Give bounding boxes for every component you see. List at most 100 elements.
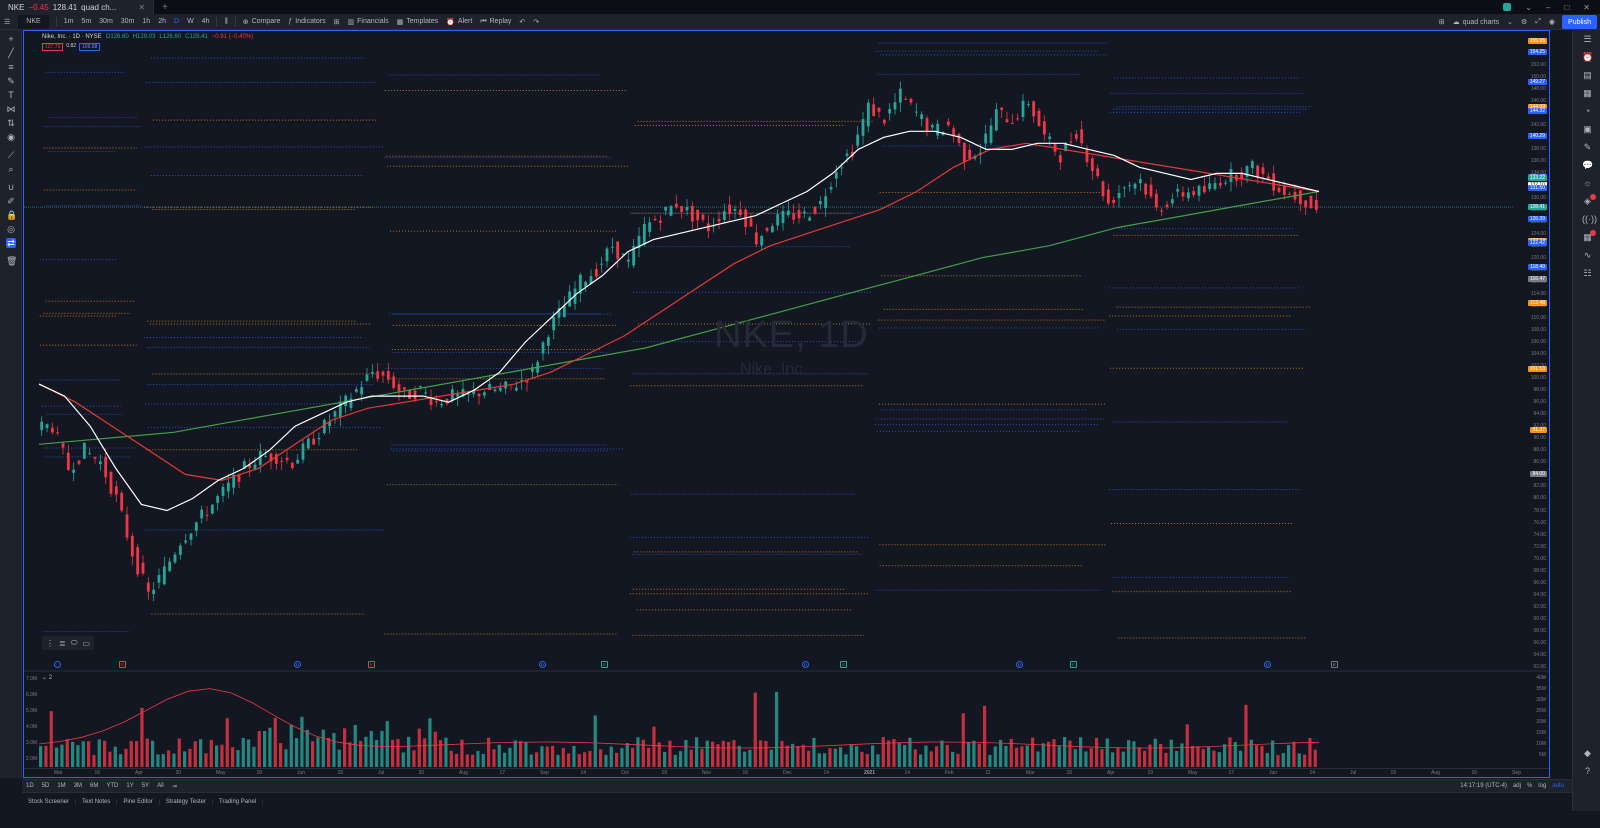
range-ytd[interactable]: YTD: [106, 783, 119, 789]
data-window-icon[interactable]: ▦: [1583, 88, 1592, 98]
settings-icon[interactable]: ⚙: [1521, 19, 1528, 26]
clock[interactable]: 14:17:19 (UTC-4): [1460, 783, 1507, 789]
drag-handle-icon[interactable]: ⋮: [46, 638, 54, 648]
chat-icon[interactable]: 💬: [1582, 160, 1594, 170]
interval-1m[interactable]: 1m: [63, 18, 74, 25]
interval-30m-b[interactable]: 30m: [120, 18, 135, 25]
interval-5m[interactable]: 5m: [81, 18, 92, 25]
range-1m[interactable]: 1M: [57, 783, 66, 789]
price-chart[interactable]: ⌄ 2: [24, 31, 1550, 778]
adj-toggle[interactable]: adj: [1512, 783, 1521, 789]
visibility-icon[interactable]: ◎: [7, 224, 15, 234]
indicator-menu-icon[interactable]: ⊞: [333, 18, 340, 26]
indicator-value-1[interactable]: 127.79: [42, 43, 64, 51]
trash-icon[interactable]: 🗑: [6, 256, 18, 266]
interval-2h[interactable]: 2h: [158, 18, 166, 25]
news-icon[interactable]: ▤: [1583, 70, 1592, 80]
compare-button[interactable]: ⊕ Compare: [242, 18, 281, 26]
tab-pine-editor[interactable]: Pine Editor: [117, 799, 160, 805]
layers-icon[interactable]: ◆: [1584, 748, 1591, 758]
lock-icon[interactable]: 🔒: [6, 210, 18, 220]
crosshair-icon[interactable]: +: [8, 34, 14, 44]
range-1d[interactable]: 1D: [26, 783, 34, 789]
range-5y[interactable]: 5Y: [141, 783, 150, 789]
stay-drawing-icon[interactable]: ✐: [7, 196, 15, 206]
zoom-icon[interactable]: ⌕: [8, 164, 14, 174]
templates-button[interactable]: ▦ Templates: [396, 18, 439, 26]
tab-strategy-tester[interactable]: Strategy Tester: [160, 799, 213, 805]
lines-icon[interactable]: ≣: [59, 638, 66, 648]
event-marker[interactable]: D: [1264, 661, 1271, 668]
chart-pane[interactable]: ⌄ 2 NKE, 1D Nike, Inc. Nike, Inc. · 1D ·…: [23, 30, 1550, 778]
event-marker[interactable]: D: [1016, 661, 1023, 668]
brush-icon[interactable]: ✎: [7, 76, 15, 86]
maximize-icon[interactable]: □: [1564, 2, 1570, 12]
event-marker[interactable]: E: [601, 661, 608, 668]
calendar-icon[interactable]: ▣: [1583, 124, 1592, 134]
ideas-icon[interactable]: ☼: [1583, 178, 1592, 188]
log-toggle[interactable]: log: [1538, 783, 1547, 789]
interval-1h[interactable]: 1h: [142, 18, 151, 25]
symbol-search[interactable]: NKE: [18, 14, 49, 29]
redo-icon[interactable]: ↷: [533, 18, 540, 26]
event-marker[interactable]: E: [1070, 661, 1077, 668]
close-icon[interactable]: ✕: [138, 2, 146, 12]
indicators-button[interactable]: ƒ Indicators: [288, 18, 326, 25]
new-tab-icon[interactable]: +: [162, 1, 168, 13]
financials-button[interactable]: ▥ Financials: [347, 18, 389, 26]
publish-button[interactable]: Publish: [1562, 15, 1597, 29]
alert-button[interactable]: ⏰ Alert: [446, 18, 473, 26]
layout-select[interactable]: ☁ quad charts: [1452, 18, 1500, 27]
event-marker[interactable]: E: [119, 661, 126, 668]
trendline-icon[interactable]: ╱: [8, 48, 14, 58]
replay-button[interactable]: ⏮ Replay: [480, 17, 512, 26]
pulse-icon[interactable]: ∿: [1583, 250, 1592, 260]
minimize-icon[interactable]: –: [1546, 2, 1551, 12]
text-icon[interactable]: T: [8, 90, 14, 100]
tab-text-notes[interactable]: Text Notes: [76, 799, 118, 805]
order-panel-icon[interactable]: ☷: [1583, 268, 1592, 278]
rectangle-icon[interactable]: ▭: [82, 638, 91, 648]
ruler-icon[interactable]: ⟋: [7, 150, 15, 160]
percent-toggle[interactable]: %: [1526, 783, 1533, 789]
event-marker[interactable]: D: [294, 661, 301, 668]
event-marker[interactable]: E: [368, 661, 375, 668]
calendar2-icon[interactable]: ▦: [1583, 232, 1592, 242]
auto-toggle[interactable]: auto: [1552, 783, 1564, 789]
interval-d[interactable]: D: [174, 18, 180, 25]
indicator-value-3[interactable]: 109.58: [79, 43, 101, 51]
range-1y[interactable]: 1Y: [126, 783, 134, 789]
signal-icon[interactable]: ((·)): [1582, 214, 1597, 224]
event-marker[interactable]: E: [840, 661, 847, 668]
sync-drawings-icon[interactable]: ⇄: [6, 238, 16, 248]
range-6m[interactable]: 6M: [90, 783, 99, 789]
prediction-icon[interactable]: ⇅: [7, 118, 15, 128]
help-icon[interactable]: ?: [1584, 766, 1590, 776]
goto-date-icon[interactable]: ⇥: [171, 783, 177, 790]
streams-icon[interactable]: ◈: [1584, 196, 1591, 206]
range-5d[interactable]: 5D: [41, 783, 50, 789]
volume-axis[interactable]: 40M 35M 30M 25M 20M 15M 10M 5M: [1521, 673, 1549, 767]
time-axis[interactable]: Mar 16 Apr 20 May 18 Jun 15 Jul 20 Aug 17 Sep 14 Oct 19…: [24, 768, 1549, 777]
range-all[interactable]: All: [157, 783, 164, 789]
fullscreen-icon[interactable]: ⤢: [1535, 18, 1541, 25]
interval-30m[interactable]: 30m: [99, 18, 113, 25]
hotlist-icon[interactable]: ◔: [1584, 106, 1591, 116]
eye-icon[interactable]: ◉: [7, 132, 15, 142]
chart-tab[interactable]: NKE −0.45 128.41 quad ch... ✕: [0, 0, 155, 14]
notes-icon[interactable]: ✎: [1583, 142, 1592, 152]
range-3m[interactable]: 3M: [73, 783, 83, 789]
undo-icon[interactable]: ↶: [519, 18, 526, 26]
camera-icon[interactable]: ◉: [1548, 19, 1556, 26]
event-marker[interactable]: [54, 661, 61, 668]
tab-stock-screener[interactable]: Stock Screener: [22, 799, 77, 805]
dropdown-icon[interactable]: ⌄: [1525, 2, 1532, 12]
event-marker[interactable]: D: [539, 661, 546, 668]
ellipse-icon[interactable]: ⬭: [70, 638, 78, 647]
event-marker[interactable]: D: [802, 661, 809, 668]
price-axis[interactable]: 156.00154.00152.00150.00148.00146.00144.…: [1521, 31, 1549, 671]
chevron-down-icon[interactable]: ⌄: [1507, 19, 1514, 26]
candle-type-icon[interactable]: ⫼: [224, 17, 228, 25]
menu-icon[interactable]: ☰: [4, 18, 11, 26]
event-marker[interactable]: E: [1331, 661, 1338, 668]
